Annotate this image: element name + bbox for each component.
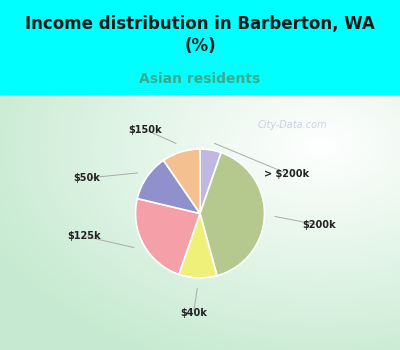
Wedge shape [136, 198, 200, 274]
Text: $125k: $125k [67, 231, 101, 241]
Wedge shape [179, 214, 217, 278]
Wedge shape [200, 153, 264, 276]
Text: $40k: $40k [180, 308, 207, 319]
Text: $200k: $200k [302, 220, 336, 230]
Text: $50k: $50k [74, 173, 101, 183]
Wedge shape [164, 149, 200, 214]
Text: Asian residents: Asian residents [139, 72, 261, 86]
Text: > $200k: > $200k [264, 169, 310, 178]
Wedge shape [200, 149, 221, 214]
Text: City-Data.com: City-Data.com [257, 120, 327, 130]
Text: $150k: $150k [128, 125, 162, 135]
Text: Income distribution in Barberton, WA
(%): Income distribution in Barberton, WA (%) [25, 15, 375, 55]
Wedge shape [137, 160, 200, 214]
